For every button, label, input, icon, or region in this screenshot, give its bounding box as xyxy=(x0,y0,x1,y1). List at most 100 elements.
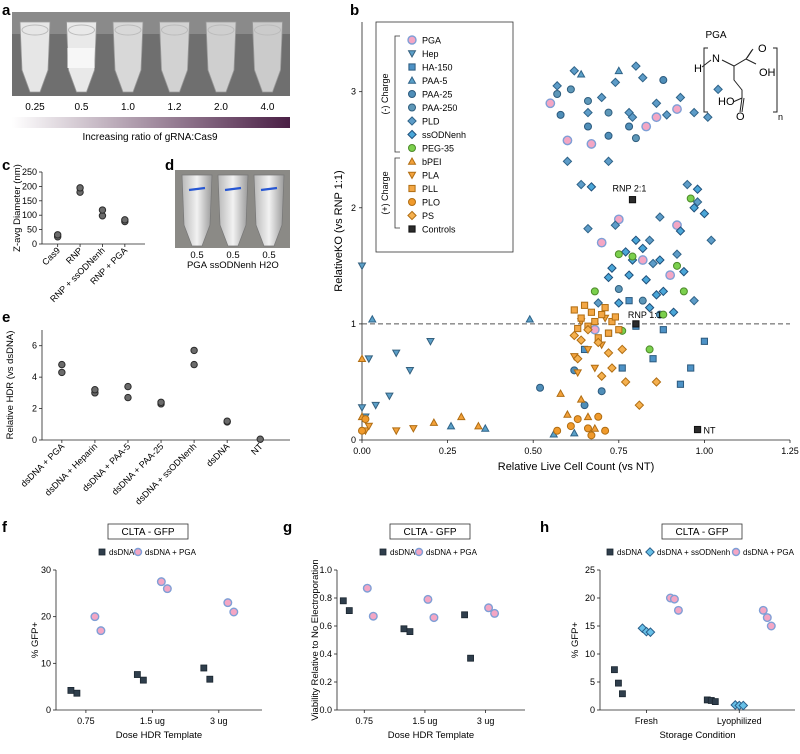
data-point xyxy=(659,76,668,85)
y-tick-label: 30 xyxy=(41,565,51,575)
data-point xyxy=(590,423,600,432)
data-point xyxy=(364,422,374,431)
data-point xyxy=(96,626,106,636)
data-point xyxy=(157,398,165,406)
legend-marker xyxy=(98,548,106,556)
legend-label: PEG-35 xyxy=(422,144,454,154)
x-tick-label: Fresh xyxy=(635,716,658,726)
tube-label-name: PGA xyxy=(187,260,208,271)
legend-marker xyxy=(414,547,424,557)
data-point xyxy=(358,426,366,435)
x-tick-label: 0.50 xyxy=(524,446,542,456)
data-point xyxy=(594,412,603,421)
data-point xyxy=(672,249,682,260)
data-point xyxy=(587,431,596,440)
data-point xyxy=(614,285,623,294)
data-point xyxy=(675,226,686,236)
data-point xyxy=(615,679,622,687)
y-tick-label: 50 xyxy=(27,225,37,235)
legend-marker xyxy=(407,210,417,221)
legend-marker xyxy=(407,129,417,140)
tube-row xyxy=(19,21,283,93)
data-point xyxy=(162,584,172,594)
data-point xyxy=(713,84,723,95)
data-point xyxy=(573,415,582,424)
y-tick-label: 0 xyxy=(32,435,37,445)
y-tick-label: 2 xyxy=(32,404,37,414)
legend-marker xyxy=(408,184,416,193)
title-box xyxy=(389,523,471,540)
data-point xyxy=(618,364,626,372)
data-point xyxy=(604,329,613,337)
data-point xyxy=(661,110,672,120)
legend-marker xyxy=(645,547,655,557)
y-tick-label: 20 xyxy=(41,612,51,622)
data-point xyxy=(552,81,562,91)
data-point xyxy=(620,247,631,257)
data-point xyxy=(634,400,645,410)
structure-bonds xyxy=(701,48,757,113)
data-point xyxy=(601,304,609,312)
legend-marker xyxy=(731,547,741,557)
tube-d xyxy=(253,174,285,247)
y-tick-label: 0 xyxy=(32,239,37,249)
data-point xyxy=(632,320,640,328)
data-point xyxy=(738,700,749,711)
data-point xyxy=(562,135,573,146)
data-point xyxy=(190,360,198,369)
x-tick-label: 0.75 xyxy=(356,716,374,726)
y-tick-label: 1.0 xyxy=(319,565,332,575)
data-point xyxy=(593,337,604,348)
data-point xyxy=(641,121,652,132)
data-point xyxy=(566,85,575,94)
data-point xyxy=(574,324,582,333)
title-box xyxy=(107,523,189,540)
data-point xyxy=(98,206,107,214)
data-point xyxy=(673,261,682,270)
y-tick-label: 25 xyxy=(585,565,595,575)
ratio-label: 4.0 xyxy=(261,102,275,113)
legend-label: PAA-25 xyxy=(422,90,452,100)
data-point xyxy=(73,689,81,697)
panel-letter-d: d xyxy=(165,157,174,174)
data-point xyxy=(576,335,586,345)
data-point xyxy=(644,235,655,246)
data-point xyxy=(591,317,599,326)
data-point xyxy=(607,363,617,373)
x-axis-label: Dose HDR Template xyxy=(116,730,202,741)
data-point xyxy=(645,345,654,354)
tube-d-mark xyxy=(260,186,278,192)
tube-label-name: H2O xyxy=(259,260,279,271)
data-point xyxy=(649,355,657,363)
ratio-label: 1.0 xyxy=(121,102,135,113)
legend-b-frame xyxy=(375,21,514,253)
data-point xyxy=(644,302,655,313)
y-tick-label: 0.8 xyxy=(319,593,332,603)
data-point xyxy=(580,301,589,309)
data-point xyxy=(206,675,214,683)
data-point xyxy=(590,287,599,296)
neg-charge-bracket xyxy=(394,35,400,153)
chart-g: CLTA - GFP dsDNA dsDNA + PGA 0.0 0.2 0.4 0.6 0.… xyxy=(310,523,525,741)
data-point xyxy=(637,255,648,265)
data-point xyxy=(525,314,535,323)
data-point xyxy=(357,354,367,363)
x-tick-label: dsDNA xyxy=(204,441,231,468)
data-point xyxy=(446,421,456,430)
data-point xyxy=(391,349,401,358)
data-point xyxy=(590,364,600,373)
x-tick-label: dsDNA + ssODNenh xyxy=(133,441,198,506)
data-point xyxy=(598,311,606,319)
tube-turbid-band xyxy=(67,48,95,68)
data-point xyxy=(604,108,613,117)
data-point xyxy=(576,69,586,78)
data-point xyxy=(583,96,592,105)
data-point xyxy=(156,577,166,587)
data-point xyxy=(367,314,377,323)
ratio-label: 0.25 xyxy=(25,102,45,113)
legend-marker xyxy=(379,548,387,556)
x-tick-label: NT xyxy=(249,441,265,457)
tube-d xyxy=(217,174,249,247)
data-point xyxy=(607,263,617,273)
